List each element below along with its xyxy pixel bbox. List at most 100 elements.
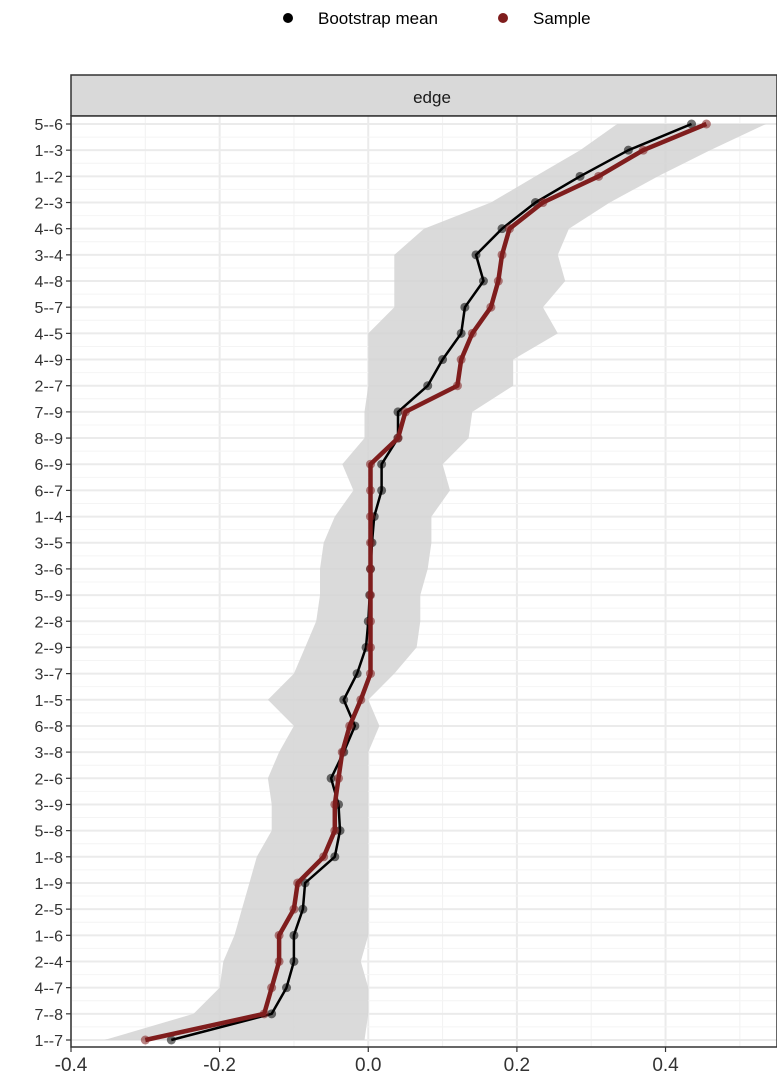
y-tick-label: 4--8 bbox=[35, 274, 64, 291]
y-tick-label: 5--7 bbox=[35, 300, 64, 317]
sample-point bbox=[274, 930, 284, 940]
sample-point bbox=[493, 276, 503, 286]
bootstrap-mean-point bbox=[478, 276, 488, 286]
sample-point bbox=[701, 119, 711, 129]
y-tick-label: 1--9 bbox=[35, 876, 64, 893]
bootstrap-mean-point bbox=[166, 1035, 176, 1045]
y-tick-label: 8--9 bbox=[35, 431, 64, 448]
bootstrap-ci-band bbox=[104, 124, 766, 1040]
sample-point bbox=[365, 669, 375, 679]
y-tick-label: 1--2 bbox=[35, 169, 64, 186]
y-tick-label: 1--3 bbox=[35, 143, 64, 160]
bootstrap-mean-point bbox=[339, 695, 349, 705]
x-tick-label: -0.4 bbox=[55, 1055, 88, 1076]
sample-point bbox=[365, 512, 375, 522]
sample-point bbox=[497, 250, 507, 260]
y-tick-label: 3--4 bbox=[35, 248, 64, 265]
sample-point bbox=[259, 1009, 269, 1019]
y-tick-label: 3--6 bbox=[35, 562, 64, 579]
bootstrap-mean-point bbox=[623, 145, 633, 155]
sample-point bbox=[330, 799, 340, 809]
y-tick-label: 1--4 bbox=[35, 510, 64, 527]
y-tick-label: 6--7 bbox=[35, 483, 64, 500]
bootstrap-mean-point bbox=[393, 407, 403, 417]
sample-point bbox=[334, 773, 344, 783]
bootstrap-mean-point bbox=[687, 119, 697, 129]
sample-point bbox=[345, 721, 355, 731]
sample-point bbox=[452, 381, 462, 391]
sample-point bbox=[538, 198, 548, 208]
bootstrap-mean-point bbox=[377, 485, 387, 495]
y-tick-label: 2--4 bbox=[35, 954, 64, 971]
plot-panel: 5--6 1--3 1--2 2--3 4--6 3--4 4--8 5--7 4--5 4--9… bbox=[35, 115, 777, 1076]
facet-label: edge bbox=[413, 88, 451, 107]
y-tick-label: 2--8 bbox=[35, 614, 64, 631]
facet-strip-background bbox=[70, 74, 777, 117]
sample-point bbox=[365, 564, 375, 574]
y-tick-label: 2--6 bbox=[35, 771, 64, 788]
facet-strip: edge bbox=[70, 74, 777, 117]
bootstrap-mean-point bbox=[423, 381, 433, 391]
bootstrap-mean-point bbox=[267, 1009, 277, 1019]
y-tick-label: 4--6 bbox=[35, 222, 64, 239]
y-tick-label: 7--8 bbox=[35, 1007, 64, 1024]
y-tick-label: 6--8 bbox=[35, 719, 64, 736]
y-tick-label: 1--6 bbox=[35, 928, 64, 945]
legend: Bootstrap mean Sample bbox=[283, 9, 591, 28]
bootstrap-mean-point bbox=[460, 302, 470, 312]
legend-label: Bootstrap mean bbox=[318, 9, 438, 28]
sample-point bbox=[365, 590, 375, 600]
x-tick-label: 0.4 bbox=[652, 1055, 679, 1076]
bootstrap-mean-point bbox=[377, 459, 387, 469]
sample-point bbox=[293, 878, 303, 888]
sample-point bbox=[365, 642, 375, 652]
sample-point bbox=[393, 433, 403, 443]
x-tick-label: 0.2 bbox=[504, 1055, 530, 1076]
x-tick-label: 0.0 bbox=[355, 1055, 381, 1076]
y-tick-label: 4--5 bbox=[35, 326, 64, 343]
sample-point bbox=[594, 171, 604, 181]
bootstrap-mean-point bbox=[438, 355, 448, 365]
sample-point bbox=[638, 145, 648, 155]
y-tick-label: 2--9 bbox=[35, 640, 64, 657]
y-tick-label: 6--9 bbox=[35, 457, 64, 474]
bootstrap-mean-point bbox=[289, 930, 299, 940]
y-tick-label: 3--5 bbox=[35, 536, 64, 553]
bootstrap-mean-point bbox=[352, 669, 362, 679]
bootstrap-mean-point bbox=[497, 224, 507, 234]
sample-point bbox=[365, 459, 375, 469]
bootstrap-mean-point bbox=[298, 904, 308, 914]
bootstrap-mean-point bbox=[471, 250, 481, 260]
sample-point bbox=[365, 538, 375, 548]
sample-point bbox=[330, 826, 340, 836]
y-tick-label: 2--3 bbox=[35, 196, 64, 213]
sample-point bbox=[486, 302, 496, 312]
sample-point bbox=[456, 355, 466, 365]
panel-border bbox=[70, 115, 777, 1048]
y-tick-label: 1--5 bbox=[35, 693, 64, 710]
sample-point bbox=[365, 485, 375, 495]
legend-key-bootstrap-mean bbox=[283, 13, 293, 23]
sample-point bbox=[356, 695, 366, 705]
sample-point bbox=[274, 956, 284, 966]
y-tick-label: 4--7 bbox=[35, 981, 64, 998]
sample-point bbox=[337, 747, 347, 757]
y-tick-label: 4--9 bbox=[35, 353, 64, 370]
y-tick-label: 3--8 bbox=[35, 745, 64, 762]
y-tick-label: 1--7 bbox=[35, 1033, 64, 1050]
y-tick-label: 5--6 bbox=[35, 117, 64, 134]
y-tick-label: 2--7 bbox=[35, 379, 64, 396]
bootstrap-mean-point bbox=[330, 852, 340, 862]
sample-point bbox=[267, 983, 277, 993]
legend-label: Sample bbox=[533, 9, 591, 28]
bootstrap-mean-point bbox=[575, 171, 585, 181]
y-tick-label: 7--9 bbox=[35, 405, 64, 422]
sample-point bbox=[504, 224, 514, 234]
sample-point bbox=[467, 328, 477, 338]
y-tick-label: 3--9 bbox=[35, 797, 64, 814]
sample-point bbox=[140, 1035, 150, 1045]
x-tick-label: -0.2 bbox=[203, 1055, 236, 1076]
sample-point bbox=[319, 852, 329, 862]
y-tick-label: 2--5 bbox=[35, 902, 64, 919]
legend-key-sample bbox=[498, 13, 508, 23]
